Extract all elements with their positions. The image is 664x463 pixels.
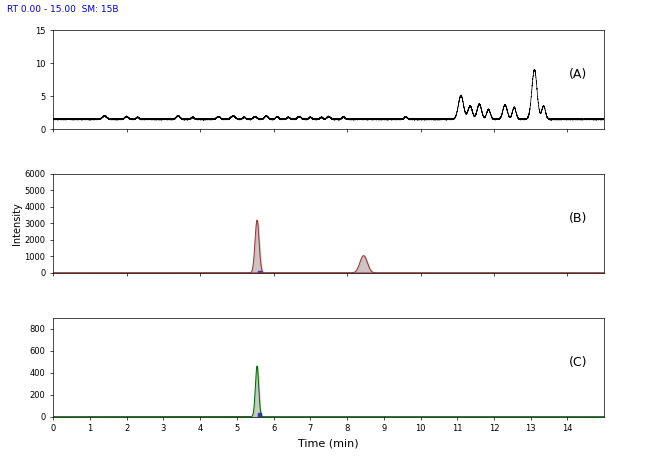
Bar xyxy=(258,271,261,273)
Text: (A): (A) xyxy=(568,68,587,81)
Y-axis label: Intensity: Intensity xyxy=(11,202,21,245)
Text: RT 0.00 - 15.00  SM: 15B: RT 0.00 - 15.00 SM: 15B xyxy=(7,5,118,13)
X-axis label: Time (min): Time (min) xyxy=(298,439,359,449)
Bar xyxy=(258,413,261,417)
Text: (C): (C) xyxy=(568,356,587,369)
Text: (B): (B) xyxy=(568,212,587,225)
